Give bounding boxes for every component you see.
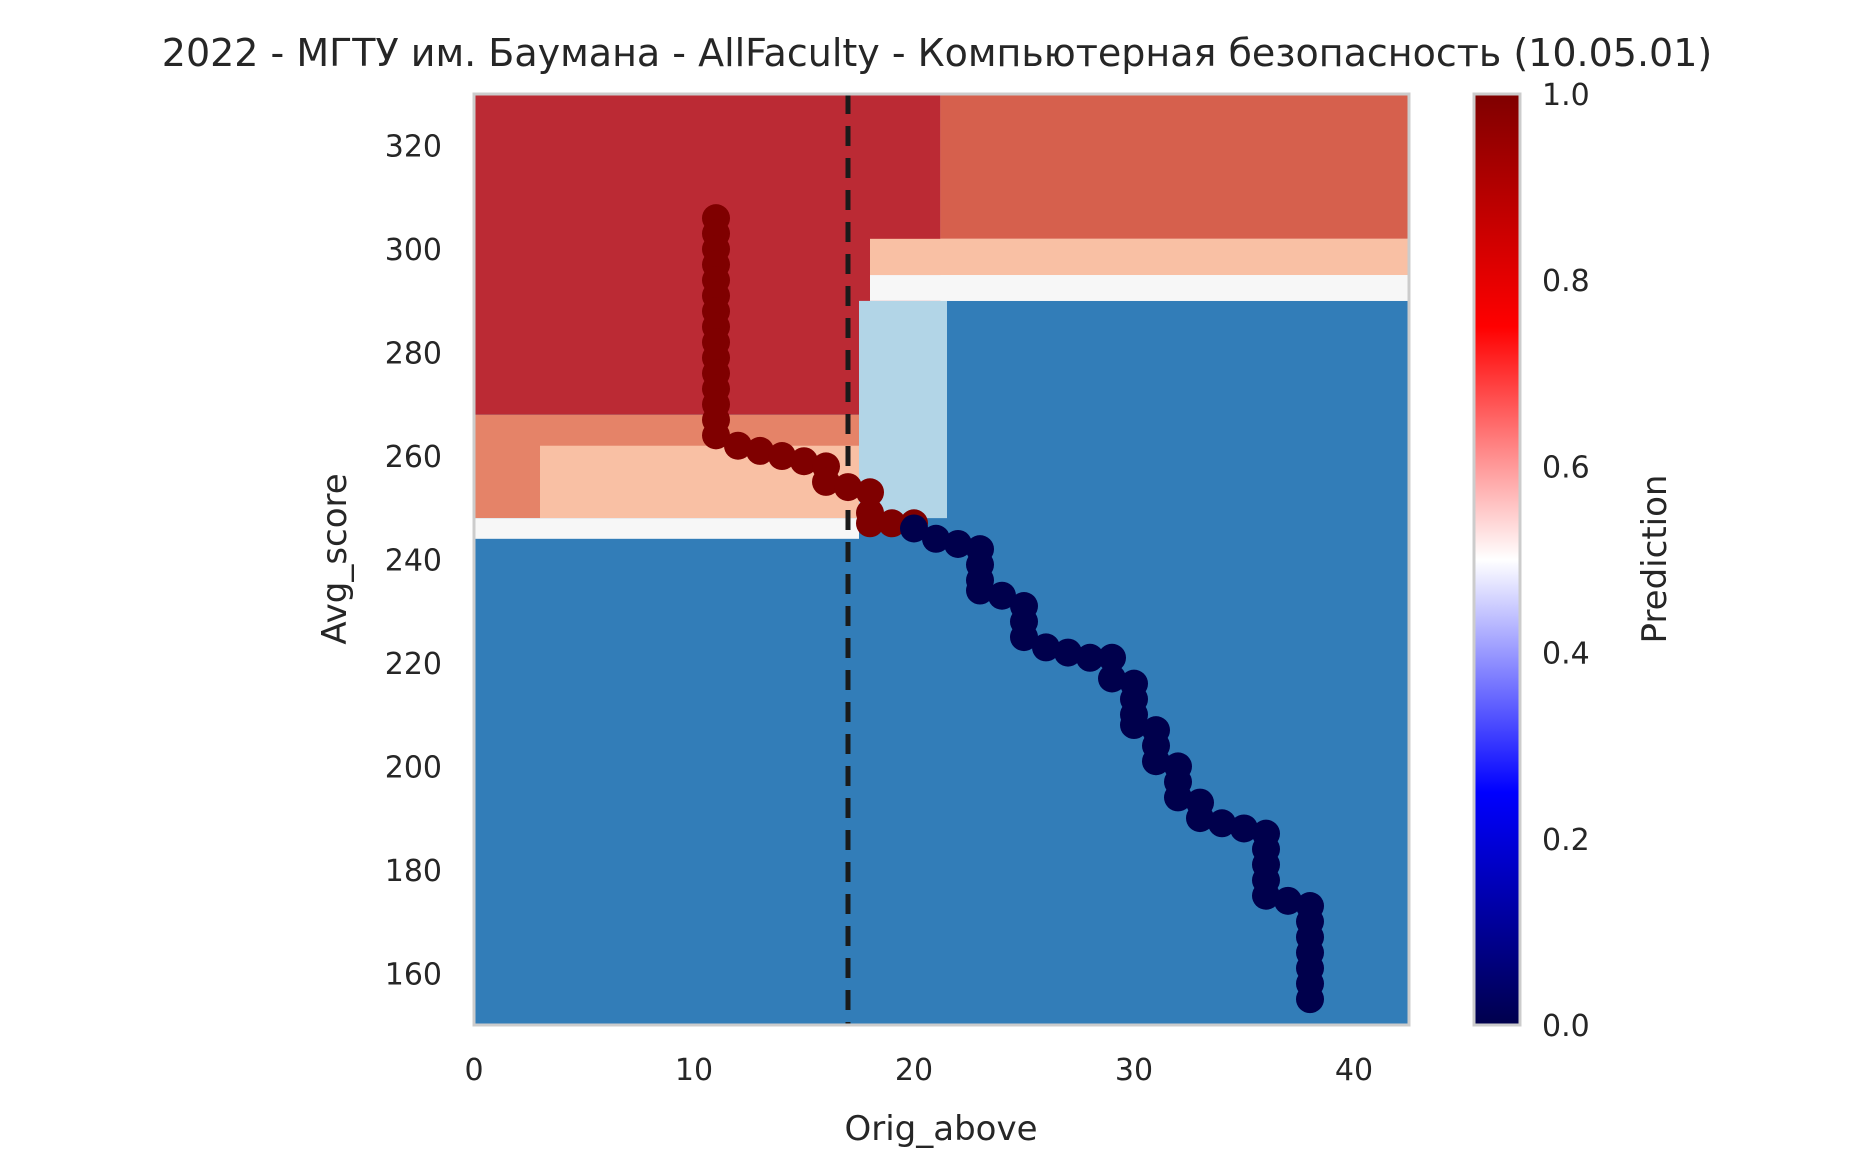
- point-rejected: [1120, 711, 1148, 740]
- point-admitted: [834, 473, 862, 502]
- point-rejected: [1098, 643, 1126, 672]
- point-rejected: [988, 581, 1016, 610]
- y-tick-label: 280: [385, 337, 442, 372]
- x-tick-label: 40: [1335, 1053, 1373, 1088]
- y-axis-label: Avg_score: [315, 473, 355, 644]
- prediction-regions: [474, 94, 1409, 1025]
- point-rejected: [1010, 623, 1038, 652]
- x-axis-label: Orig_above: [844, 1109, 1037, 1149]
- region-left-boundary: [474, 518, 859, 539]
- plot-area: [474, 94, 1409, 1025]
- x-tick-label: 10: [675, 1053, 713, 1088]
- colorbar: [1472, 92, 1522, 1027]
- colorbar-tick-label: 0.0: [1542, 1009, 1590, 1044]
- x-tick-label: 0: [464, 1053, 483, 1088]
- y-tick-label: 160: [385, 957, 442, 992]
- region-top-right-upper: [940, 94, 1409, 239]
- point-rejected: [1296, 985, 1324, 1014]
- point-admitted: [768, 442, 796, 471]
- point-admitted: [790, 447, 818, 476]
- point-admitted: [856, 478, 884, 507]
- colorbar-ticks: 0.0 0.2 0.4 0.6 0.8 1.0: [1542, 78, 1590, 1044]
- point-rejected: [1252, 881, 1280, 910]
- data-points: [702, 204, 1324, 1014]
- point-admitted: [878, 509, 906, 538]
- point-rejected: [1274, 886, 1302, 915]
- point-rejected: [944, 529, 972, 558]
- point-rejected: [922, 524, 950, 553]
- region-top-right-mid: [870, 238, 1409, 276]
- colorbar-tick-label: 1.0: [1542, 78, 1590, 113]
- y-tick-label: 300: [385, 233, 442, 268]
- point-admitted: [724, 431, 752, 460]
- region-top-right-edge: [870, 275, 1409, 301]
- point-rejected: [900, 514, 928, 543]
- point-rejected: [1186, 804, 1214, 833]
- colorbar-label: Prediction: [1635, 475, 1675, 644]
- colorbar-tick-label: 0.8: [1542, 264, 1590, 299]
- point-admitted: [702, 421, 730, 450]
- point-rejected: [1142, 747, 1170, 776]
- y-tick-label: 260: [385, 440, 442, 475]
- point-admitted: [856, 509, 884, 538]
- colorbar-tick-label: 0.2: [1542, 823, 1590, 858]
- x-tick-label: 20: [895, 1053, 933, 1088]
- plot-frame: [472, 92, 1411, 1027]
- point-rejected: [1076, 643, 1104, 672]
- point-rejected: [1054, 638, 1082, 667]
- y-tick-label: 180: [385, 854, 442, 889]
- chart-title: 2022 - МГТУ им. Баумана - AllFaculty - К…: [162, 31, 1712, 75]
- point-rejected: [1164, 783, 1192, 812]
- y-tick-label: 320: [385, 130, 442, 165]
- point-rejected: [1098, 664, 1126, 693]
- colorbar-tick-label: 0.6: [1542, 450, 1590, 485]
- point-rejected: [1230, 814, 1258, 843]
- y-tick-label: 240: [385, 544, 442, 579]
- point-rejected: [1032, 633, 1060, 662]
- point-rejected: [1208, 809, 1236, 838]
- x-tick-label: 30: [1115, 1053, 1153, 1088]
- colorbar-tick-label: 0.4: [1542, 637, 1590, 672]
- y-tick-label: 220: [385, 647, 442, 682]
- point-rejected: [966, 576, 994, 605]
- point-admitted: [812, 467, 840, 496]
- y-axis-ticks: 160 180 200 220 240 260 280 300 320: [385, 130, 442, 993]
- x-axis-ticks: 0 10 20 30 40: [464, 1053, 1373, 1088]
- point-admitted: [746, 436, 774, 465]
- y-tick-label: 200: [385, 750, 442, 785]
